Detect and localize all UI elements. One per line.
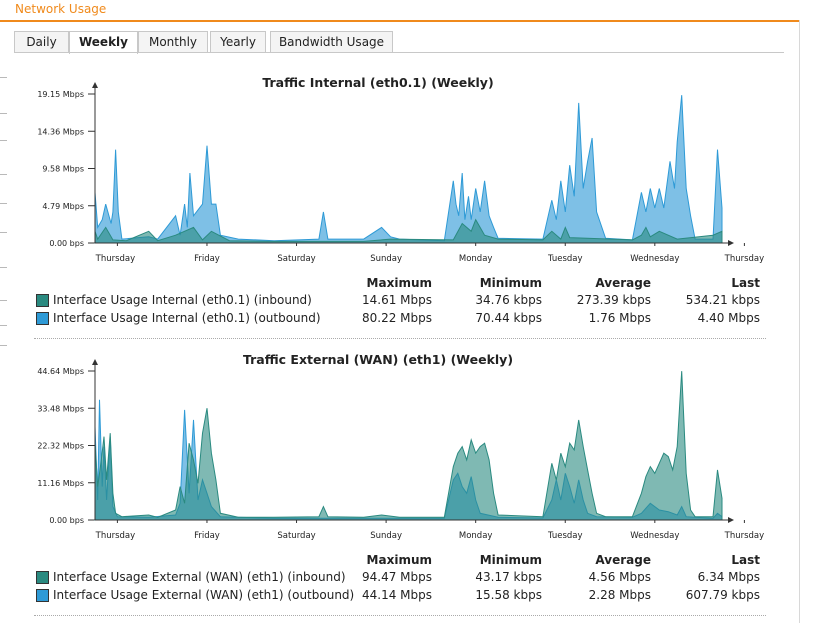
- divider: [34, 615, 766, 616]
- stat-max: 14.61 Mbps: [361, 293, 432, 307]
- stat-avg: 2.28 Mbps: [588, 588, 651, 602]
- inbound-series-area: [94, 218, 723, 244]
- y-axis-arrow: [92, 359, 98, 365]
- chart-title: Traffic External (WAN) (eth1) (Weekly): [242, 352, 514, 367]
- series-name: Interface Usage Internal (eth0.1) (outbo…: [53, 311, 321, 325]
- stat-min: 34.76 kbps: [475, 293, 542, 307]
- legend-row: Interface Usage Internal (eth0.1) (outbo…: [36, 311, 776, 327]
- legend-header-avg: Average: [595, 276, 651, 290]
- tab-monthly[interactable]: Monthly: [138, 31, 208, 52]
- stat-last: 534.21 kbps: [685, 293, 760, 307]
- page-title: Network Usage: [15, 2, 107, 16]
- left-edge-ticks: [0, 20, 8, 623]
- legend-row: Interface Usage External (WAN) (eth1) (o…: [36, 588, 776, 604]
- x-tick-label: Tuesday: [547, 254, 583, 264]
- y-tick-label: 14.36 Mbps: [37, 127, 84, 136]
- internal-traffic-chart: 19.15 Mbps 14.36 Mbps 9.58 Mbps 4.79 Mbps 0.…: [37, 82, 765, 264]
- x-tick-label: Wednesday: [630, 254, 679, 264]
- x-tick-label: Sunday: [370, 531, 402, 541]
- y-tick-label: 9.58 Mbps: [42, 165, 84, 174]
- chart-title: Traffic Internal (eth0.1) (Weekly): [262, 75, 494, 90]
- stat-max: 44.14 Mbps: [361, 588, 432, 602]
- legend-header-last: Last: [731, 553, 760, 567]
- x-tick-label: Wednesday: [630, 531, 679, 541]
- y-tick-label: 19.15 Mbps: [37, 90, 84, 99]
- stat-min: 43.17 kbps: [475, 570, 542, 584]
- x-tick-label: Tuesday: [547, 531, 583, 541]
- tab-underline: [14, 52, 784, 53]
- swatch-inbound: [36, 294, 49, 307]
- external-traffic-chart: 44.64 Mbps 33.48 Mbps 22.32 Mbps 11.16 Mbps…: [37, 359, 765, 541]
- x-axis-arrow: [728, 517, 734, 523]
- tab-yearly[interactable]: Yearly: [210, 31, 266, 52]
- swatch-inbound: [36, 571, 49, 584]
- inbound-series-area: [94, 371, 723, 521]
- stat-avg: 273.39 kbps: [576, 293, 651, 307]
- x-tick-label: Friday: [194, 531, 220, 541]
- stat-last: 4.40 Mbps: [697, 311, 760, 325]
- y-tick-label: 22.32 Mbps: [37, 442, 84, 451]
- swatch-outbound: [36, 312, 49, 325]
- y-tick-label: 44.64 Mbps: [37, 367, 84, 376]
- legend-header-last: Last: [731, 276, 760, 290]
- stat-max: 94.47 Mbps: [361, 570, 432, 584]
- stat-avg: 1.76 Mbps: [588, 311, 651, 325]
- series-name: Interface Usage External (WAN) (eth1) (o…: [53, 588, 355, 602]
- x-tick-label: Thursday: [95, 531, 136, 541]
- stat-max: 80.22 Mbps: [361, 311, 432, 325]
- y-tick-label: 11.16 Mbps: [37, 479, 84, 488]
- stat-min: 70.44 kbps: [475, 311, 542, 325]
- legend-header-min: Minimum: [479, 276, 542, 290]
- legend-header-avg: Average: [595, 553, 651, 567]
- legend-header-max: Maximum: [366, 553, 432, 567]
- tab-bandwidth-usage[interactable]: Bandwidth Usage: [270, 31, 393, 52]
- stat-last: 607.79 kbps: [685, 588, 760, 602]
- series-name: Interface Usage External (WAN) (eth1) (i…: [53, 570, 346, 584]
- outbound-series-area: [94, 95, 723, 244]
- legend-header-max: Maximum: [366, 276, 432, 290]
- tab-weekly[interactable]: Weekly: [69, 31, 138, 54]
- y-axis-arrow: [92, 82, 98, 88]
- x-axis-arrow: [728, 240, 734, 246]
- legend-row: Interface Usage External (WAN) (eth1) (i…: [36, 570, 776, 586]
- tab-daily[interactable]: Daily: [14, 31, 69, 52]
- x-tick-label: Sunday: [370, 254, 402, 264]
- header-bar: Network Usage: [0, 0, 800, 22]
- stat-min: 15.58 kbps: [475, 588, 542, 602]
- x-tick-label: Thursday: [724, 531, 765, 541]
- x-tick-label: Saturday: [277, 531, 315, 541]
- legend-row: Interface Usage Internal (eth0.1) (inbou…: [36, 293, 776, 309]
- panel-border: [799, 20, 800, 623]
- stat-avg: 4.56 Mbps: [588, 570, 651, 584]
- legend-header-min: Minimum: [479, 553, 542, 567]
- series-name: Interface Usage Internal (eth0.1) (inbou…: [53, 293, 312, 307]
- swatch-outbound: [36, 589, 49, 602]
- x-tick-label: Thursday: [724, 254, 765, 264]
- y-tick-label: 0.00 bps: [49, 516, 84, 525]
- y-tick-label: 0.00 bps: [49, 239, 84, 248]
- y-tick-label: 4.79 Mbps: [42, 202, 84, 211]
- y-tick-label: 33.48 Mbps: [37, 404, 84, 413]
- x-tick-label: Saturday: [277, 254, 315, 264]
- divider: [34, 338, 766, 339]
- x-tick-label: Monday: [459, 531, 493, 541]
- stat-last: 6.34 Mbps: [697, 570, 760, 584]
- x-tick-label: Thursday: [95, 254, 136, 264]
- x-tick-label: Monday: [459, 254, 493, 264]
- x-tick-label: Friday: [194, 254, 220, 264]
